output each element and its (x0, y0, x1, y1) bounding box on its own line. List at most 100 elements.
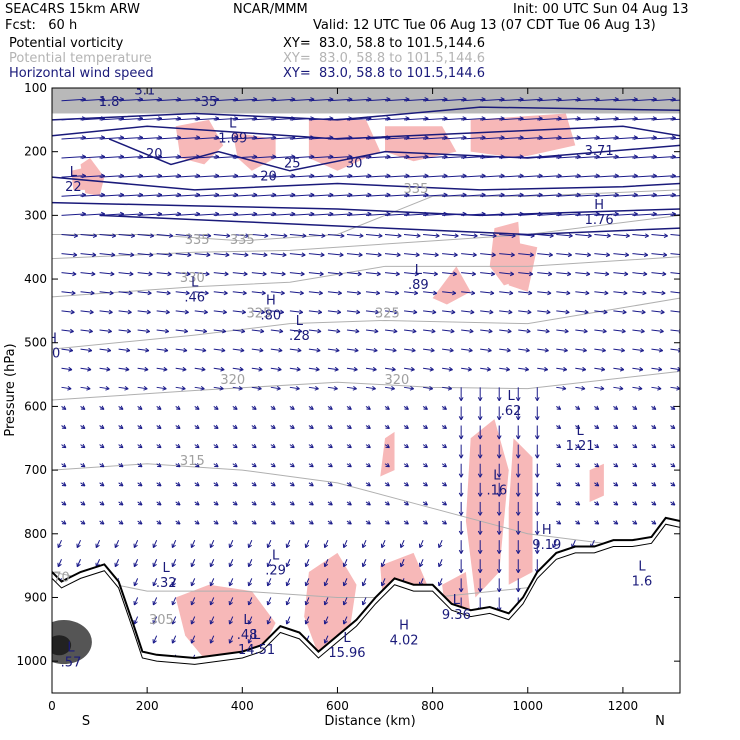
wind-vector-head (205, 271, 210, 277)
wind-vector-head (90, 290, 95, 296)
wind-vector-head (366, 501, 371, 506)
wind-vector-head (290, 501, 295, 506)
wind-vector-head (423, 405, 428, 410)
wind-vector-head (219, 385, 224, 391)
wind-vector (423, 310, 437, 313)
wind-vector-head (534, 397, 540, 402)
wind-vector-head (511, 233, 516, 239)
wind-vector-head (385, 443, 390, 449)
wind-vector-head (89, 309, 94, 315)
wind-vector-head (282, 252, 287, 258)
wind-vector-head (524, 366, 529, 372)
wind-vector-head (157, 520, 162, 525)
wind-vector (670, 386, 680, 390)
wind-vector (152, 616, 158, 625)
wind-vector-head (566, 290, 571, 296)
wind-vector (575, 291, 590, 294)
wind-vector (537, 156, 562, 159)
wind-vector-head (220, 366, 225, 372)
wind-vector-head (206, 252, 211, 258)
wind-vector-head (437, 543, 443, 549)
wind-vector (190, 539, 196, 548)
wind-vector (365, 156, 391, 159)
wind-vector-head (321, 233, 326, 239)
wind-vector-head (543, 366, 549, 372)
wind-vector (613, 291, 628, 294)
wind-vector (305, 616, 310, 625)
wind-vector-head (297, 347, 302, 353)
y-tick-label: 500 (24, 336, 47, 350)
wind-vector-head (575, 482, 581, 487)
wind-vector-head (431, 328, 436, 334)
wind-vector (480, 117, 505, 121)
wind-vector-head (259, 347, 264, 353)
wind-vector (670, 253, 680, 256)
wind-vector (156, 175, 181, 178)
wind-vector-head (226, 233, 231, 239)
wind-vector (365, 310, 379, 313)
wind-vector-head (207, 233, 212, 239)
wind-vector-head (240, 328, 246, 334)
wind-vector-head (233, 424, 238, 430)
wind-vector-head (347, 501, 352, 506)
wind-vector (556, 386, 567, 390)
wind-vector (384, 233, 402, 237)
wind-vector-head (298, 328, 303, 334)
wind-vector-head (391, 366, 396, 372)
wind-vector-head (515, 511, 521, 516)
wind-vector (670, 156, 680, 159)
wind-vector-head (247, 600, 252, 606)
extremum-value: 1.21 (566, 439, 595, 454)
wind-vector-head (366, 482, 371, 487)
wind-vector-head (620, 347, 625, 353)
wind-vector-head (643, 252, 649, 258)
wind-vector-head (547, 290, 552, 296)
wind-vector-head (651, 482, 657, 487)
wind-vector (270, 348, 283, 352)
wind-vector (480, 329, 493, 332)
wind-vector (308, 253, 325, 256)
wind-vector (343, 597, 348, 606)
wind-vector (556, 253, 572, 256)
wind-vector-head (247, 543, 252, 549)
wind-vector (518, 253, 534, 256)
wind-vector (80, 175, 105, 178)
extremum-marker: L (493, 469, 501, 484)
wind-vector-head (477, 492, 483, 497)
wind-vector-head (394, 309, 399, 315)
wind-vector (362, 578, 367, 587)
wind-vector-head (340, 233, 345, 239)
wind-vector (137, 98, 162, 102)
wind-vector-head (613, 501, 619, 506)
wind-vector (61, 348, 73, 352)
wind-vector (651, 175, 676, 178)
wind-vector (556, 233, 573, 237)
wind-vector (118, 194, 143, 197)
wind-vector (518, 329, 531, 332)
wind-vector (156, 98, 181, 102)
wind-vector (381, 539, 386, 548)
wind-vector (556, 367, 567, 371)
extremum-value: 1.6 (632, 575, 653, 590)
wind-vector (251, 329, 264, 332)
wind-vector (308, 194, 334, 197)
y-tick-label: 600 (24, 399, 47, 413)
wind-vector-head (342, 543, 348, 549)
wind-vector-head (80, 405, 86, 410)
wind-vector (267, 539, 272, 548)
wind-vector (305, 539, 310, 548)
wind-vector-head (691, 117, 695, 121)
wind-vector (400, 559, 405, 567)
wind-vector (594, 136, 619, 140)
wind-vector (632, 136, 657, 140)
wind-vector (118, 98, 143, 102)
wind-vector (384, 194, 410, 197)
wind-vector (267, 597, 272, 606)
wind-vector (480, 272, 495, 275)
wind-vector-head (127, 309, 132, 315)
extremum-value: 22 (65, 180, 82, 195)
wind-vector-head (280, 290, 285, 296)
wind-vector-head (299, 290, 304, 296)
wind-vector-head (575, 462, 581, 468)
wind-vector (80, 233, 97, 237)
